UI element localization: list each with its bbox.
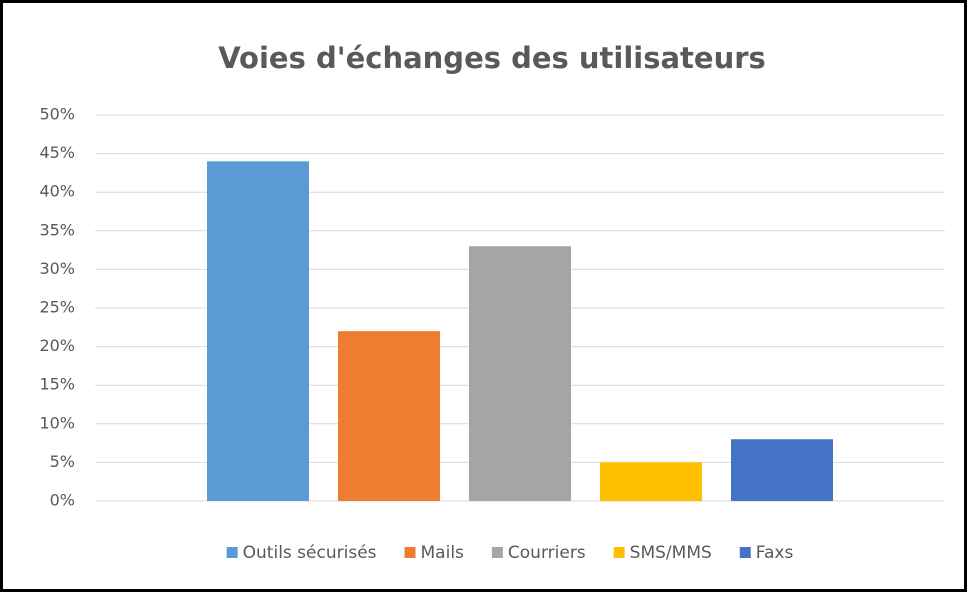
legend-label: Mails (421, 543, 465, 563)
bar (338, 331, 440, 501)
legend-label: SMS/MMS (630, 543, 712, 563)
y-tick-label: 30% (39, 259, 75, 278)
y-tick-label: 0% (50, 491, 75, 510)
y-tick-label: 20% (39, 336, 75, 355)
y-tick-label: 15% (39, 375, 75, 394)
legend-swatch (613, 547, 625, 558)
legend-label: Outils sécurisés (243, 543, 377, 563)
bar (731, 439, 833, 501)
legend-swatch (739, 547, 751, 558)
y-tick-label: 50% (39, 105, 75, 124)
legend-swatch (404, 547, 416, 558)
bar (469, 246, 571, 501)
chart-title: Voies d'échanges des utilisateurs (218, 41, 766, 75)
y-tick-label: 10% (39, 413, 75, 432)
legend-swatch (491, 547, 503, 558)
legend-swatch (226, 547, 238, 558)
bar (600, 462, 702, 501)
y-tick-label: 5% (50, 452, 75, 471)
y-tick-label: 25% (39, 298, 75, 317)
y-tick-label: 45% (39, 143, 75, 162)
legend-label: Faxs (756, 543, 794, 563)
y-tick-label: 40% (39, 182, 75, 201)
bar (207, 161, 309, 501)
legend-label: Courriers (508, 543, 586, 563)
y-tick-label: 35% (39, 220, 75, 239)
